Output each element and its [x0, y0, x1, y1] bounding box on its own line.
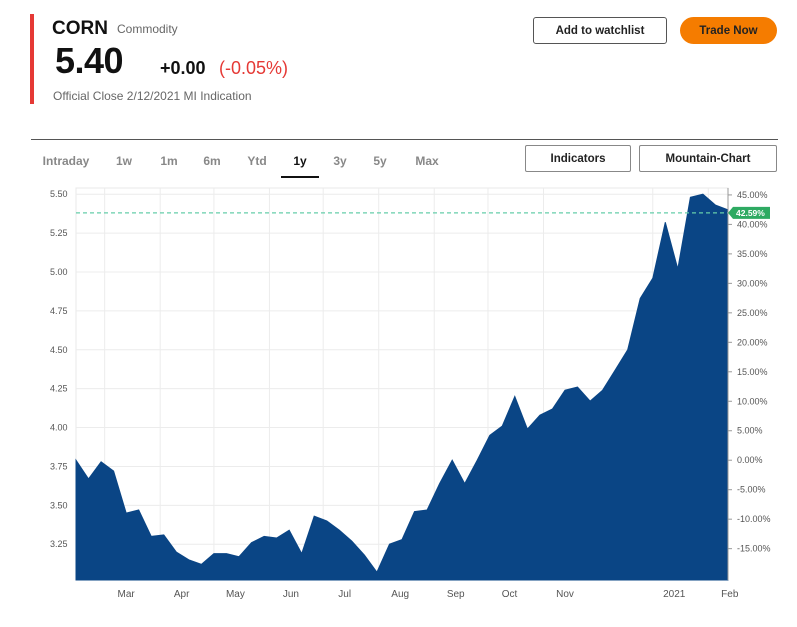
y-tick-label: 4.25: [50, 384, 68, 394]
x-tick-label: May: [226, 589, 245, 600]
y2-tick-label: 10.00%: [737, 396, 768, 406]
y2-tick-label: 30.00%: [737, 278, 768, 288]
toolbar-divider: [31, 139, 778, 140]
y-tick-label: 3.25: [50, 539, 68, 549]
x-tick-label: 2021: [663, 589, 686, 600]
add-to-watchlist-button[interactable]: Add to watchlist: [533, 17, 667, 44]
y-tick-label: 5.25: [50, 228, 68, 238]
x-tick-label: Oct: [502, 589, 518, 600]
range-tab-1y[interactable]: 1y: [281, 146, 319, 178]
reference-layer: 42.59%: [76, 206, 770, 219]
x-tick-label: Apr: [174, 589, 190, 600]
price-change: +0.00: [160, 58, 206, 78]
y-axis-right: 45.00% 40.00% 35.00% 30.00% 25.00% 20.00% 15.0…: [727, 188, 771, 580]
range-tab-ytd[interactable]: Ytd: [247, 154, 267, 168]
y2-tick-label: 40.00%: [737, 219, 768, 229]
x-tick-label: Jul: [338, 589, 351, 600]
x-tick-label: Nov: [556, 589, 574, 600]
x-tick-label: Sep: [447, 589, 465, 600]
indicators-button[interactable]: Indicators: [525, 145, 631, 172]
range-tab-3y[interactable]: 3y: [333, 154, 347, 168]
chart-type-button[interactable]: Mountain-Chart: [639, 145, 777, 172]
x-tick-label: Aug: [391, 589, 409, 600]
y2-tick-label: 35.00%: [737, 249, 768, 259]
accent-bar: [30, 14, 34, 104]
y-tick-label: 4.75: [50, 306, 68, 316]
y-tick-label: 5.50: [50, 189, 68, 199]
x-axis: Mar Apr May Jun Jul Aug Sep Oct Nov 2021 Feb: [118, 589, 739, 600]
asset-type: Commodity: [117, 22, 178, 36]
range-tab-1w[interactable]: 1w: [115, 154, 132, 168]
x-tick-label: Mar: [118, 589, 136, 600]
x-tick-label: Feb: [721, 589, 739, 600]
x-tick-label: Jun: [283, 589, 299, 600]
range-tab-6m[interactable]: 6m: [203, 154, 221, 168]
y2-tick-label: 20.00%: [737, 337, 768, 347]
y2-tick-label: 45.00%: [737, 190, 768, 200]
price-area-series: [75, 193, 729, 581]
trade-now-button[interactable]: Trade Now: [680, 17, 777, 44]
y-tick-label: 3.75: [50, 461, 68, 471]
y-tick-label: 4.50: [50, 345, 68, 355]
symbol: CORN: [52, 18, 108, 39]
y2-tick-label: -15.00%: [737, 544, 771, 554]
range-tab-5y[interactable]: 5y: [373, 154, 387, 168]
range-tab-intraday[interactable]: Intraday: [42, 154, 90, 168]
y2-tick-label: 25.00%: [737, 308, 768, 318]
price: 5.40: [55, 40, 124, 81]
last-price-badge: [728, 206, 770, 219]
last-price-badge-label: 42.59%: [736, 208, 765, 218]
y2-tick-label: 0.00%: [737, 455, 763, 465]
range-tab-max[interactable]: Max: [415, 154, 439, 168]
y2-tick-label: 15.00%: [737, 367, 768, 377]
y-tick-label: 4.00: [50, 423, 68, 433]
y-tick-label: 5.00: [50, 267, 68, 277]
y2-tick-label: -5.00%: [737, 485, 766, 495]
y-tick-label: 3.50: [50, 500, 68, 510]
range-tab-1m[interactable]: 1m: [160, 154, 178, 168]
y2-tick-label: 5.00%: [737, 426, 763, 436]
y-axis-left: 5.50 5.25 5.00 4.75 4.50 4.25 4.00 3.75 3.50 3.25: [50, 189, 68, 549]
price-change-percent: (-0.05%): [219, 58, 289, 78]
chart-area-layer: [75, 193, 729, 581]
y2-tick-label: -10.00%: [737, 514, 771, 524]
official-close-note: Official Close 2/12/2021 MI Indication: [53, 89, 252, 103]
